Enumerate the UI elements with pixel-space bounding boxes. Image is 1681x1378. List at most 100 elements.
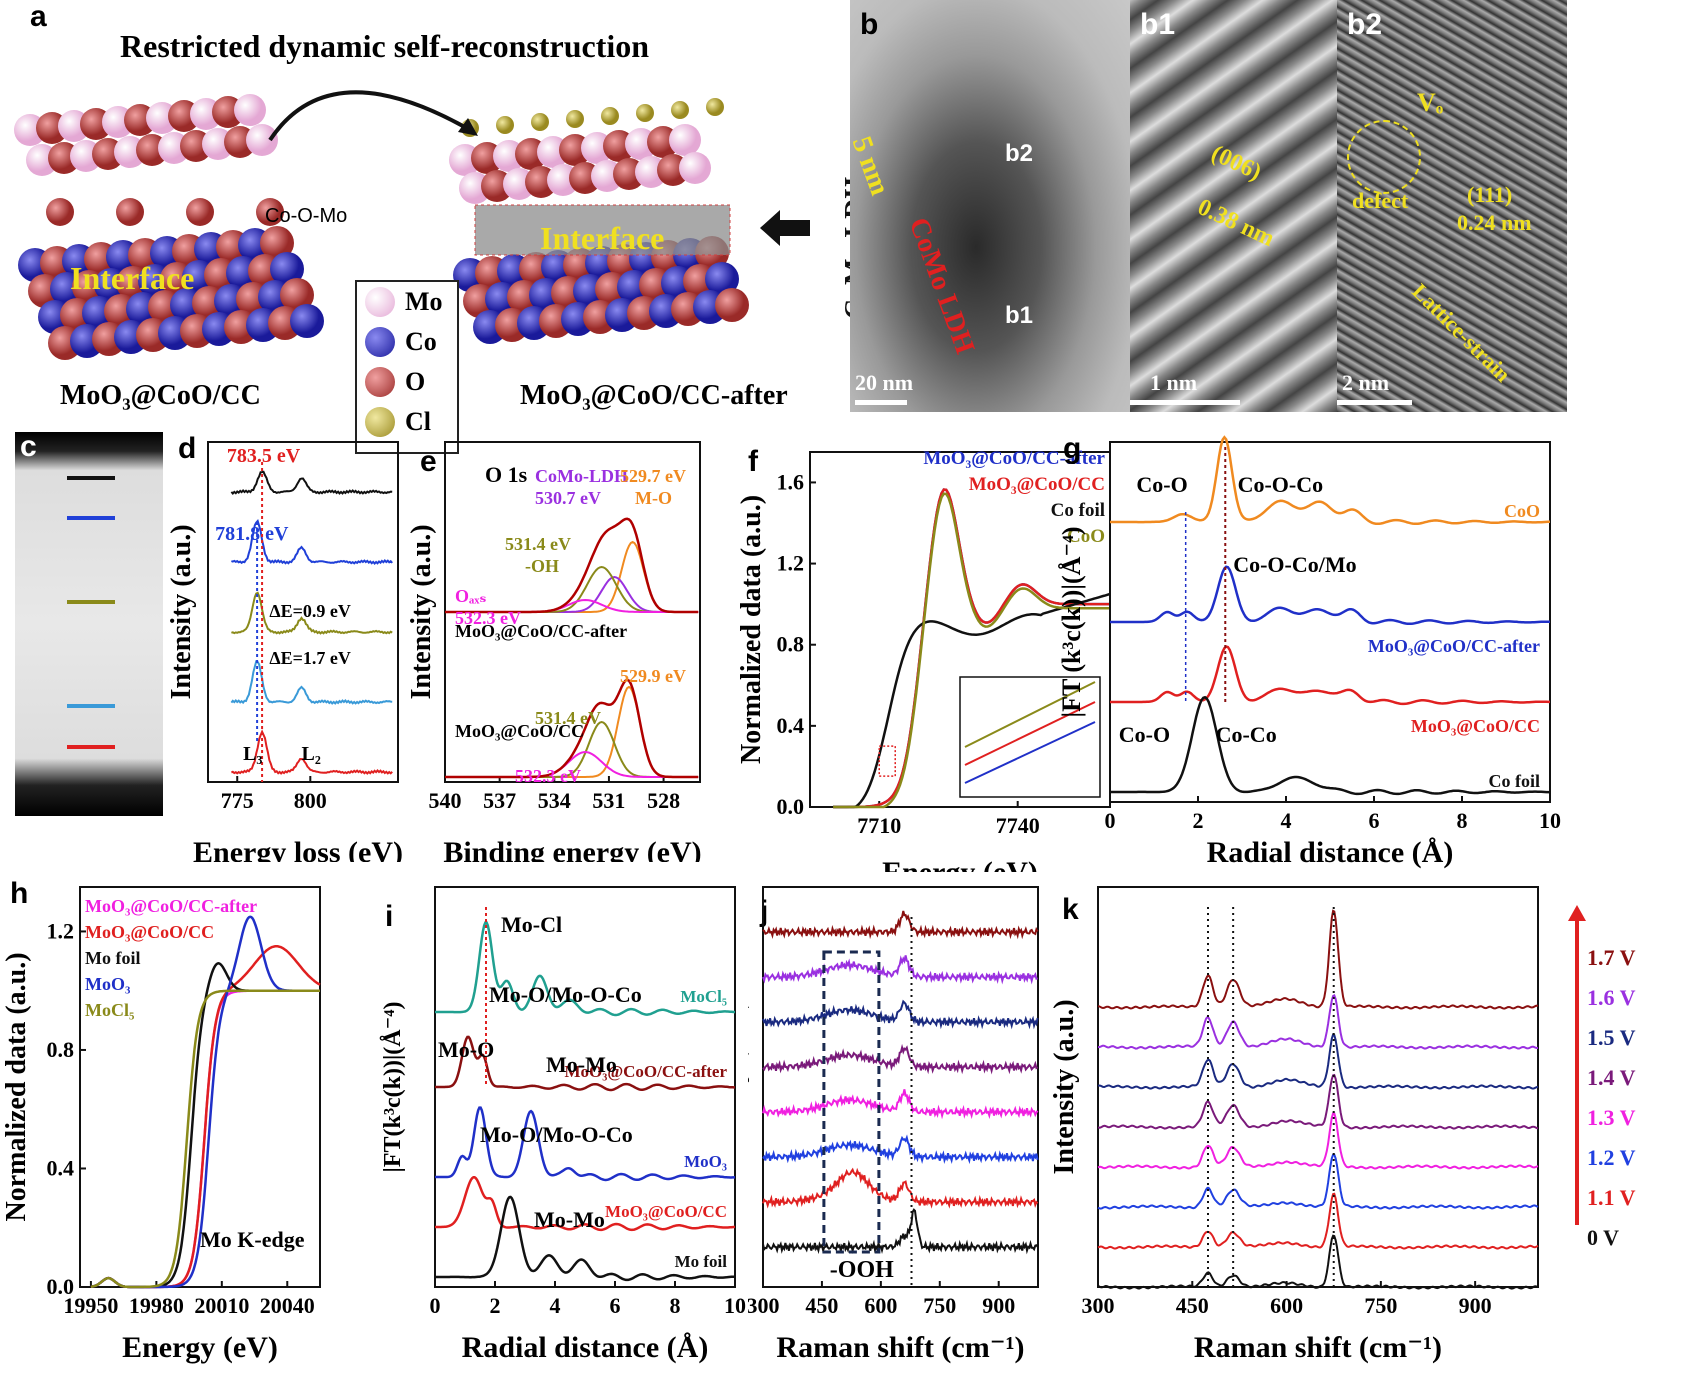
- spacing-label-b2: 0.24 nm: [1457, 210, 1532, 235]
- x-tick-label: 10: [724, 1293, 746, 1318]
- plot-frame: [79, 886, 321, 1288]
- eels-spectrum-1: [231, 518, 393, 565]
- raman-j-4: [762, 1089, 1039, 1120]
- legend-h-0: MoO₃@CoO/CC-after: [85, 896, 257, 916]
- vo-label: Vₒ: [1417, 88, 1444, 117]
- o-atom-swatch: [365, 367, 395, 397]
- x-tick-label: 19950: [63, 1293, 118, 1318]
- y-axis-label: Intensity (a.u.): [170, 524, 197, 699]
- scan-mark-blue: [67, 516, 115, 520]
- ft-mo-annot-4: Mo-O/Mo-O-Co: [480, 1122, 633, 1147]
- x-tick-label: 600: [864, 1293, 897, 1318]
- legend-h-1: MoO₃@CoO/CC: [85, 922, 214, 942]
- x-tick-label: 10: [1539, 808, 1561, 833]
- interface-slab: [474, 204, 731, 256]
- xps-title: O 1s: [485, 462, 528, 487]
- scale-label-b: 20 nm: [855, 370, 914, 395]
- y-axis-label: Normalized data (a.u.): [736, 495, 767, 764]
- x-tick-label: 534: [538, 788, 571, 813]
- y-tick-label: 0.0: [777, 794, 805, 819]
- x-tick-label: 300: [1082, 1293, 1115, 1318]
- ft-mo-annot-5: Mo-Mo: [534, 1207, 605, 1232]
- ft-mo-annot-3: Mo-Mo: [546, 1052, 617, 1077]
- ft-co-2: [1110, 645, 1550, 706]
- ooh-label: -OOH: [830, 1257, 894, 1283]
- panel-letter-d: d: [178, 432, 197, 465]
- xps-annot-10: 532.3 eV: [515, 766, 581, 786]
- ft-annot-4: Co-Co: [1216, 722, 1277, 747]
- left-structure-label: MoO₃@CoO/CC: [60, 380, 261, 411]
- mo-atom-swatch: [365, 287, 395, 317]
- legend-f-0: MoO₃@CoO/CC-after: [923, 448, 1105, 469]
- atom-cl: [636, 104, 654, 122]
- chart-e: 540 537 534 531 528 Binding energy (eV) Intens…: [410, 441, 702, 862]
- x-axis-label: Energy (eV): [122, 1331, 278, 1364]
- xps-annot-0: CoMo-LDH: [535, 466, 628, 486]
- x-tick-label: 2: [1193, 808, 1204, 833]
- cl-atom-swatch: [365, 407, 395, 437]
- xps-envelope-0: [445, 517, 699, 614]
- y-axis-label: Normalized data (a.u.): [1, 952, 32, 1221]
- mo-k-edge-label: Mo K-edge: [200, 1227, 305, 1252]
- legend-k-6: 1.1 V: [1587, 1185, 1636, 1210]
- ft-annot-2: Co-O-Co/Mo: [1233, 552, 1356, 577]
- atom-cl: [706, 98, 724, 116]
- x-tick-label: 800: [294, 788, 327, 813]
- atom-coo-layer: [280, 278, 314, 312]
- scale-label-b1: 1 nm: [1150, 370, 1198, 395]
- raman-k-5: [1097, 1153, 1539, 1210]
- co-atom-swatch: [365, 327, 395, 357]
- x-tick-label: 300: [748, 1293, 780, 1318]
- interface-right-label: Interface: [540, 220, 665, 256]
- atom-coo-layer: [290, 304, 324, 338]
- legend-f-2: Co foil: [1051, 500, 1105, 521]
- atom-o-bridge: [186, 198, 214, 226]
- annot-l3: L₃: [243, 743, 262, 765]
- ft-co-0: [1110, 435, 1550, 526]
- atom-mo-layer-after: [679, 152, 711, 184]
- scan-mark-red: [67, 745, 115, 749]
- x-tick-label: 20010: [194, 1293, 249, 1318]
- legend-f-3: CoO: [1067, 526, 1105, 547]
- legend-mo: Mo: [405, 287, 443, 316]
- sample-label-0: MoO₃@CoO/CC-after: [455, 621, 627, 641]
- raman-k-2: [1097, 1033, 1539, 1090]
- legend-g-3: Co foil: [1489, 771, 1541, 791]
- xps-annot-8: 529.9 eV: [620, 666, 686, 686]
- x-tick-label: 19980: [129, 1293, 184, 1318]
- x-tick-label: 450: [805, 1293, 838, 1318]
- defect-circle: [1347, 120, 1421, 194]
- raman-k-1: [1097, 994, 1539, 1050]
- ft-mo-3: [435, 1176, 736, 1232]
- x-axis-label: Energy (eV): [882, 856, 1038, 872]
- xps-annot-4: 531.4 eV: [505, 534, 571, 554]
- legend-k-7: 0 V: [1587, 1225, 1619, 1250]
- chart-f: 7710 7740 0.0 0.4 0.8 1.2 1.6 Energy (eV) Normal…: [736, 448, 1111, 872]
- x-tick-label: 8: [1457, 808, 1468, 833]
- annot-781: 781.8 eV: [215, 523, 289, 545]
- atom-cl: [601, 107, 619, 125]
- xps-annot-3: M-O: [635, 488, 672, 508]
- b1-region-marker: b1: [1005, 302, 1034, 329]
- eels-spectrum-2: [231, 591, 393, 635]
- atom-coo-layer-after: [705, 262, 739, 296]
- potential-arrow: [1575, 915, 1579, 1225]
- inset-line-1: [964, 701, 1096, 766]
- panel-letter-c: c: [20, 432, 37, 463]
- legend-co: Co: [405, 327, 437, 356]
- legend-k-0: 1.7 V: [1587, 945, 1636, 970]
- x-axis-label: Binding energy (eV): [443, 836, 701, 862]
- panel-letter-i: i: [385, 900, 394, 933]
- y-axis-label: Intensity (a.u.): [748, 999, 750, 1174]
- atom-cl: [566, 110, 584, 128]
- eels-spectrum-4: [231, 729, 393, 775]
- annot-783: 783.5 eV: [227, 445, 301, 467]
- panel-letter-b: b: [860, 8, 879, 41]
- xanes-co-3: [833, 492, 1110, 809]
- ooh-box: [822, 950, 881, 1254]
- stem-image-c: c: [15, 432, 163, 816]
- annot-de1: ΔE=0.9 eV: [269, 601, 351, 621]
- x-tick-label: 0: [430, 1293, 441, 1318]
- x-axis-label: Raman shift (cm⁻¹): [1194, 1331, 1442, 1364]
- x-tick-label: 7740: [996, 813, 1040, 838]
